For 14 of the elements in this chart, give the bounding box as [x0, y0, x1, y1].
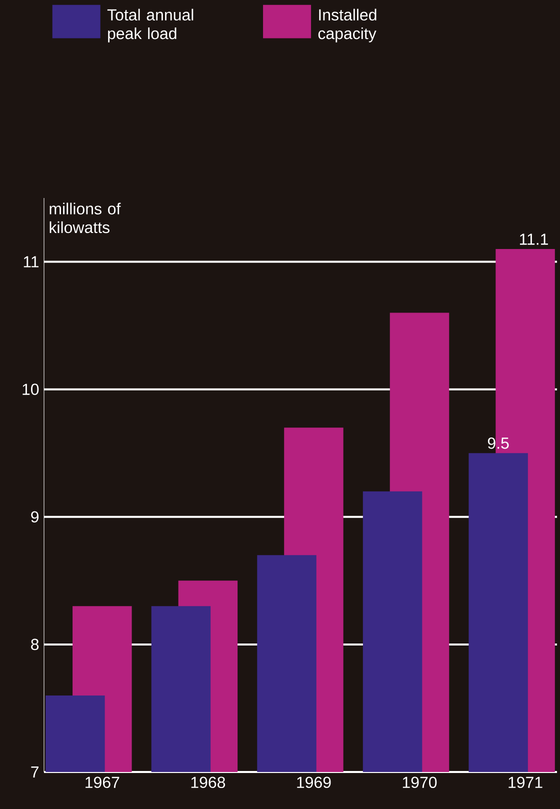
x-tick-label: 1970	[402, 776, 437, 788]
x-tick-label: 1969	[297, 776, 331, 788]
y-tick-label: 9	[31, 511, 39, 523]
legend-label: Installed capacity	[318, 8, 376, 42]
x-tick-label: 1968	[191, 776, 226, 788]
data-label: 11.1	[520, 234, 548, 245]
y-tick-label: 8	[31, 638, 39, 650]
x-tick-label: 1971	[508, 776, 542, 788]
y-tick-label: 7	[31, 766, 38, 778]
y-tick-label: 11	[24, 256, 39, 268]
y-tick-label: 10	[22, 384, 39, 395]
y-axis-title: millions of kilowatts	[50, 202, 121, 234]
legend-label: Total annual peak load	[107, 8, 194, 42]
x-tick-label: 1967	[86, 776, 120, 788]
